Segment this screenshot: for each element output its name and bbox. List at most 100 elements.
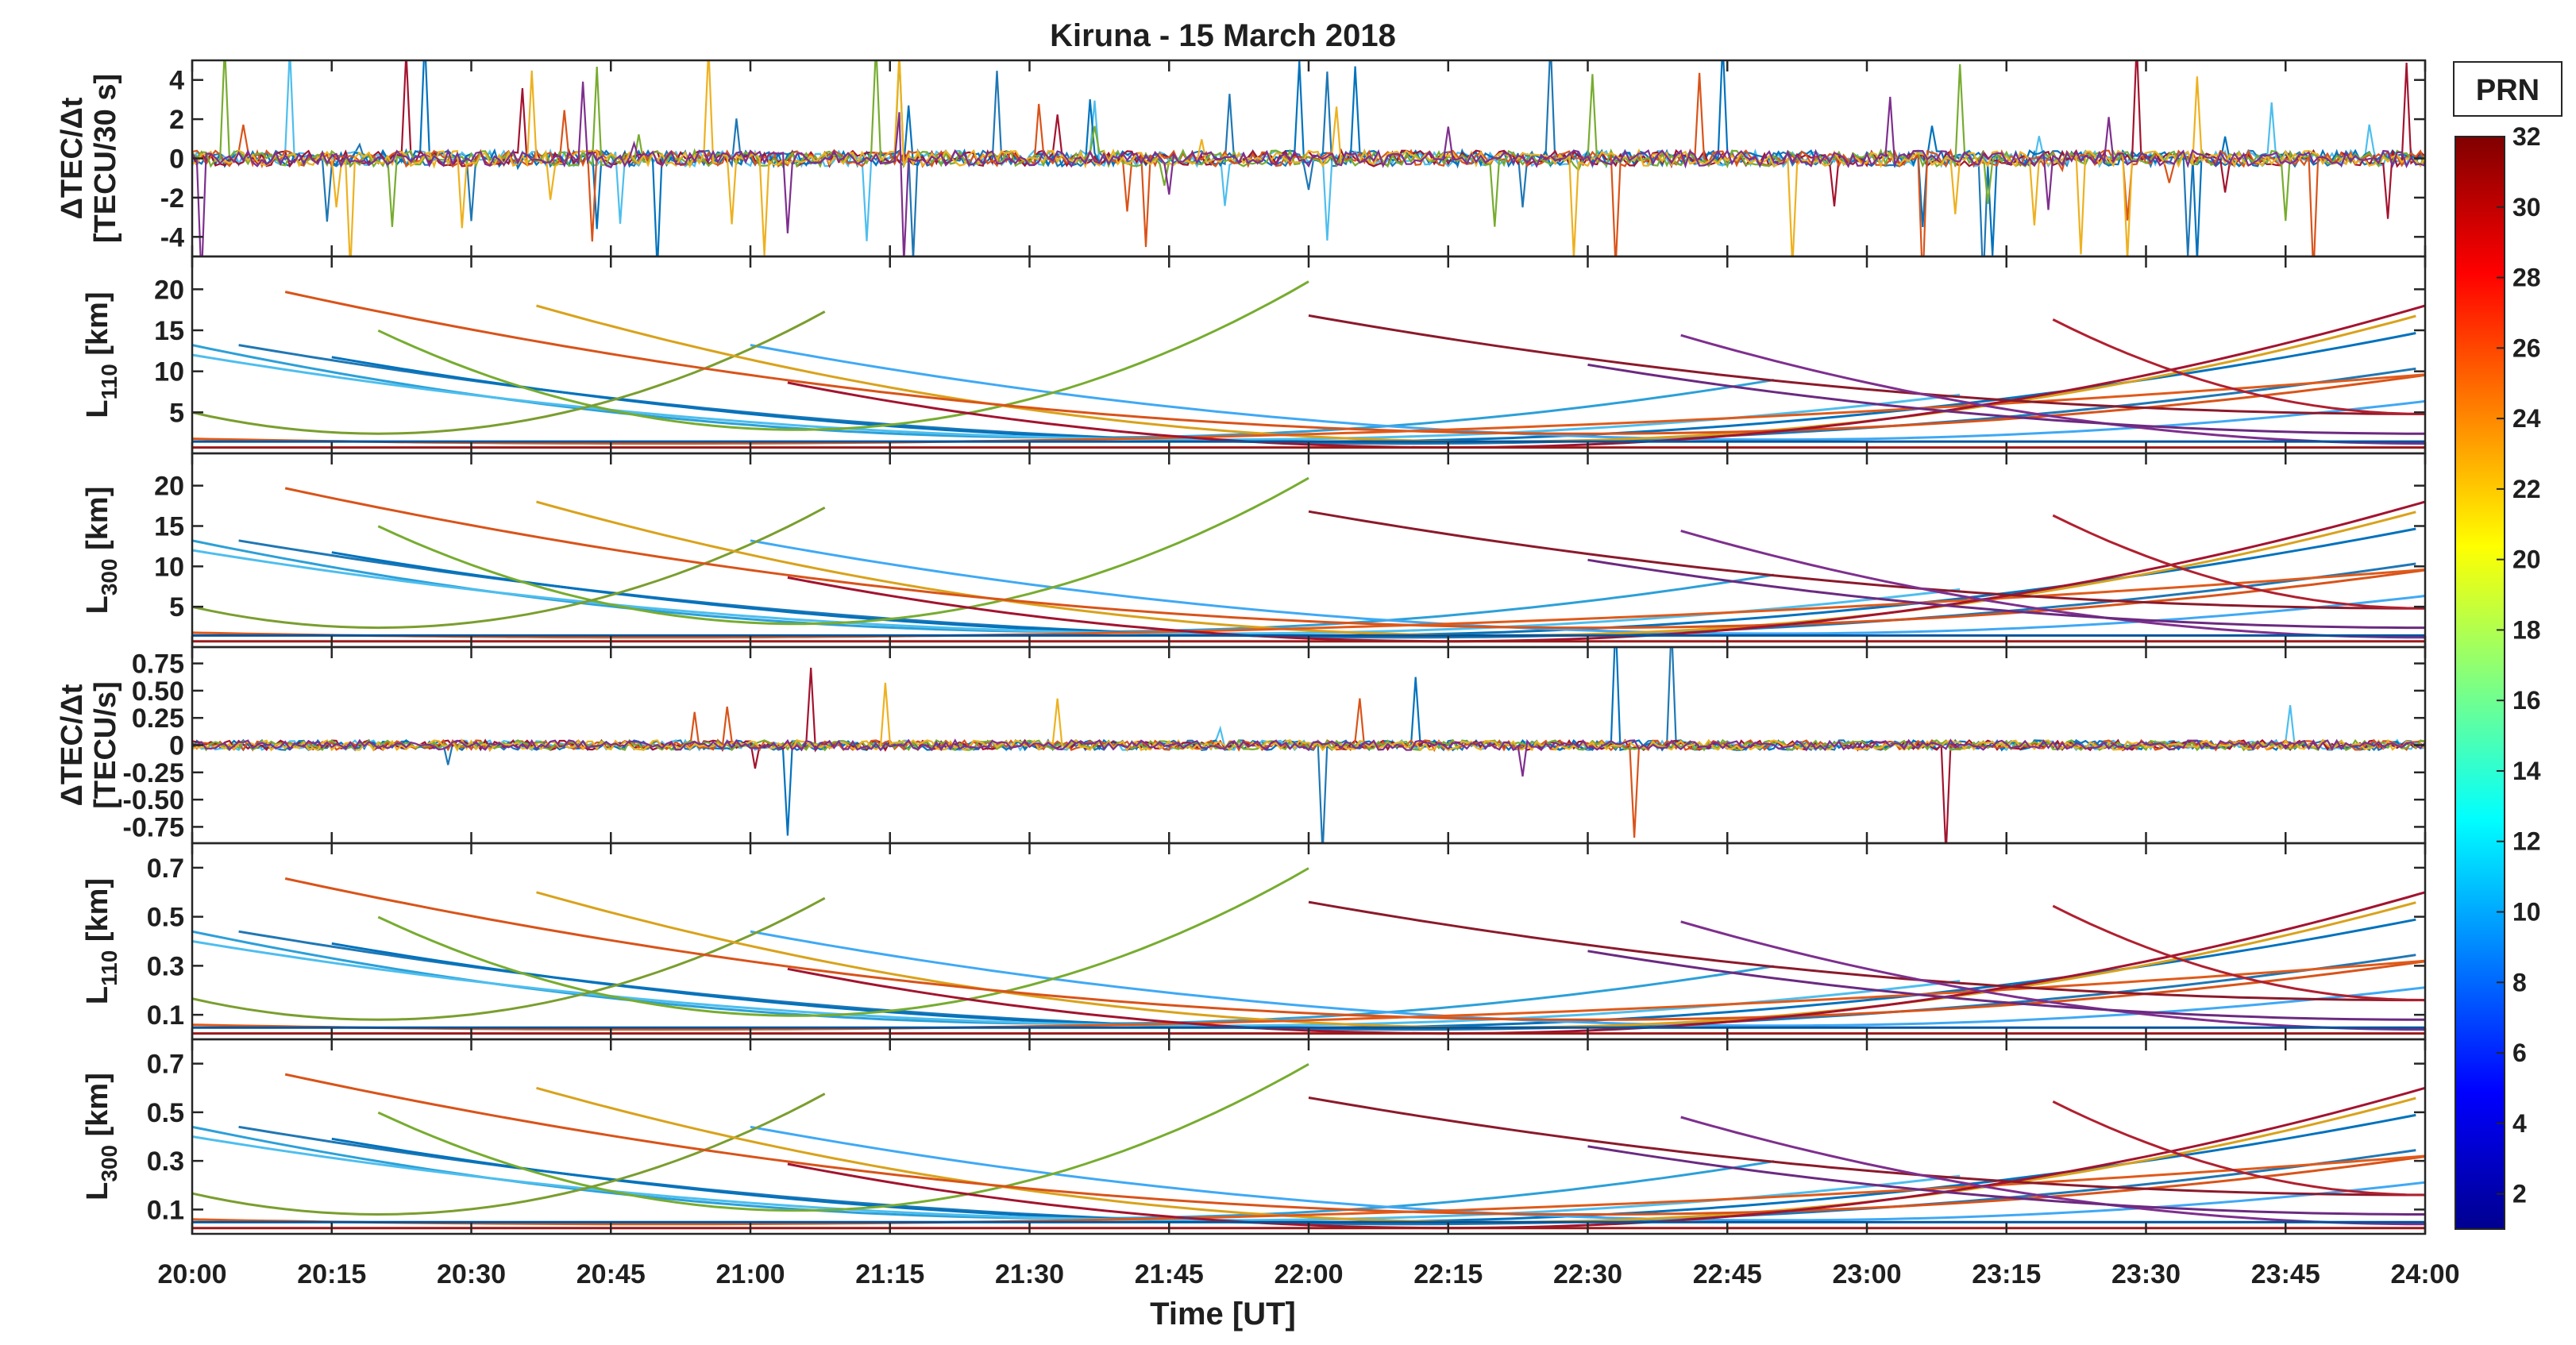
y-tick-label: 20 — [154, 275, 184, 305]
x-tick-label: 22:45 — [1693, 1259, 1762, 1289]
panel-l300_1: 0.7 0.5 0.3 0.1 L300 [km] — [81, 1038, 2427, 1235]
series-prn-32-l110_1 — [1587, 950, 2425, 1021]
chart-title: Kiruna - 15 March 2018 — [1050, 18, 1396, 53]
colorbar-gradient — [2455, 136, 2505, 1230]
series-prn-12-l300_30 — [192, 549, 1961, 635]
y-tick-label: 0.7 — [147, 1050, 184, 1080]
series-prn-17-l300_30 — [377, 476, 1309, 626]
y-tick-label: -0.25 — [123, 758, 185, 788]
colorbar-tick-label: 12 — [2512, 827, 2541, 856]
y-tick-label: 10 — [154, 357, 184, 387]
series-prn-32-l110_30 — [1587, 363, 2425, 435]
y-tick-label: 20 — [154, 472, 184, 502]
series-prn-28-l110_30 — [787, 304, 2425, 449]
y-tick-label: 0.3 — [147, 951, 184, 981]
series-prn-30-l110_30 — [2052, 318, 2425, 415]
panel-l300_30: 20 15 10 5 L300 [km] — [81, 452, 2427, 649]
x-tick-label: 21:00 — [716, 1259, 785, 1289]
series-prn-29-l110_1 — [1308, 900, 2425, 1002]
x-tick-label: 23:45 — [2251, 1259, 2320, 1289]
y-tick-label: 0.3 — [147, 1147, 184, 1177]
panel-l110_30: 20 15 10 5 L110 [km] — [81, 255, 2427, 455]
series-prn-30-l110_1 — [2052, 904, 2425, 1002]
plot-area-dtec1 — [192, 647, 2425, 843]
series-prn-12-l110_1 — [192, 940, 1961, 1027]
noise-series-8-dtec30 — [192, 81, 2425, 256]
series-prn-18-l110_30 — [192, 310, 826, 435]
colorbar-tick-label: 28 — [2512, 264, 2541, 292]
series-prn-26-l110_1 — [192, 959, 2425, 1031]
series-prn-17-l110_1 — [377, 867, 1309, 1017]
x-tick-label: 22:00 — [1275, 1259, 1344, 1289]
colorbar-tick-label: 6 — [2512, 1039, 2527, 1067]
colorbar-tick-label: 4 — [2512, 1109, 2527, 1138]
series-prn-5-l300_30 — [192, 539, 1775, 633]
series-prn-12-l300_1 — [192, 1135, 1961, 1222]
colorbar-tick-label: 20 — [2512, 545, 2541, 574]
colorbar-tick-label: 8 — [2512, 968, 2527, 996]
plot-area-l110_1 — [192, 867, 2425, 1035]
series-prn-28-l300_30 — [787, 500, 2425, 643]
series-prn-24-l300_1 — [284, 1073, 2425, 1216]
y-tick-label: -0.75 — [123, 812, 185, 842]
series-prn-18-l300_30 — [192, 506, 826, 630]
colorbar-tick-label: 10 — [2512, 898, 2541, 927]
series-prn-29-l110_30 — [1308, 314, 2425, 415]
x-axis-ticks: 20:00 20:15 20:30 20:45 21:00 21:15 21:30 21:45… — [158, 1259, 2460, 1289]
plot-area-l300_1 — [192, 1062, 2425, 1230]
series-prn-18-l300_1 — [192, 1093, 826, 1216]
series-prn-24-l300_30 — [284, 487, 2425, 630]
series-prn-32-l300_30 — [1587, 558, 2425, 630]
colorbar-tick-label: 32 — [2512, 122, 2541, 151]
x-tick-label: 22:15 — [1413, 1259, 1483, 1289]
noise-series-2-dtec30 — [192, 60, 2425, 241]
series-prn-30-l300_30 — [2052, 514, 2425, 610]
series-prn-5-l110_30 — [192, 344, 1775, 439]
y-tick-label: 0 — [169, 145, 184, 175]
x-tick-label: 20:30 — [437, 1259, 506, 1289]
series-prn-24-l110_1 — [284, 877, 2425, 1021]
series-prn-5-l300_1 — [192, 1125, 1775, 1220]
noise-series-8-dtec1 — [192, 738, 2425, 777]
panel-l110_1: 0.7 0.5 0.3 0.1 L110 [km] — [81, 842, 2427, 1041]
series-prn-12-l110_30 — [192, 353, 1961, 441]
y-axis-label-l110_1: L110 [km] — [81, 878, 121, 1004]
colorbar-tick-label: 24 — [2512, 404, 2541, 433]
colorbar-tick-label: 2 — [2512, 1180, 2527, 1208]
plot-area-l300_30 — [192, 476, 2425, 643]
noise-series-6-dtec30 — [192, 60, 2425, 227]
y-tick-label: 0.50 — [132, 676, 184, 707]
x-tick-label: 21:30 — [995, 1259, 1064, 1289]
plot-area-l110_30 — [192, 280, 2425, 449]
x-tick-label: 21:45 — [1135, 1259, 1204, 1289]
y-tick-label: 0.75 — [132, 649, 184, 680]
x-tick-label: 20:15 — [297, 1259, 366, 1289]
y-tick-label: 0.1 — [147, 1000, 184, 1031]
y-axis-label-l300_30: L300 [km] — [81, 487, 121, 615]
x-tick-label: 20:45 — [577, 1259, 646, 1289]
colorbar-tick-label: 26 — [2512, 333, 2541, 362]
x-tick-label: 23:15 — [1972, 1259, 2041, 1289]
x-tick-label: 23:30 — [2111, 1259, 2181, 1289]
panel-dtec30: 4 2 0 -2 -4 ΔTEC/Δt[TECU/30 s] — [56, 59, 2427, 258]
series-prn-17-l300_1 — [377, 1062, 1309, 1212]
series-prn-24-l110_30 — [284, 291, 2425, 435]
colorbar-tick-label: 30 — [2512, 193, 2541, 222]
y-axis-label-dtec30: ΔTEC/Δt[TECU/30 s] — [56, 74, 122, 243]
series-prn-28-l300_1 — [787, 1086, 2425, 1230]
y-tick-label: 10 — [154, 552, 184, 582]
x-tick-label: 21:15 — [855, 1259, 924, 1289]
x-tick-label: 24:00 — [2391, 1259, 2460, 1289]
y-tick-label: 0.7 — [147, 854, 184, 884]
series-prn-26-l300_1 — [192, 1154, 2425, 1226]
series-prn-28-l110_1 — [787, 891, 2425, 1035]
y-tick-label: -4 — [160, 222, 184, 252]
colorbar-label: PRN — [2476, 74, 2539, 107]
x-tick-label: 23:00 — [1833, 1259, 1902, 1289]
x-tick-label: 22:30 — [1553, 1259, 1622, 1289]
colorbar-tick-label: 14 — [2512, 757, 2541, 785]
y-axis-label-l300_1: L300 [km] — [81, 1073, 121, 1200]
series-prn-17-l110_30 — [377, 280, 1309, 431]
noise-series-5-dtec1 — [192, 698, 2425, 838]
